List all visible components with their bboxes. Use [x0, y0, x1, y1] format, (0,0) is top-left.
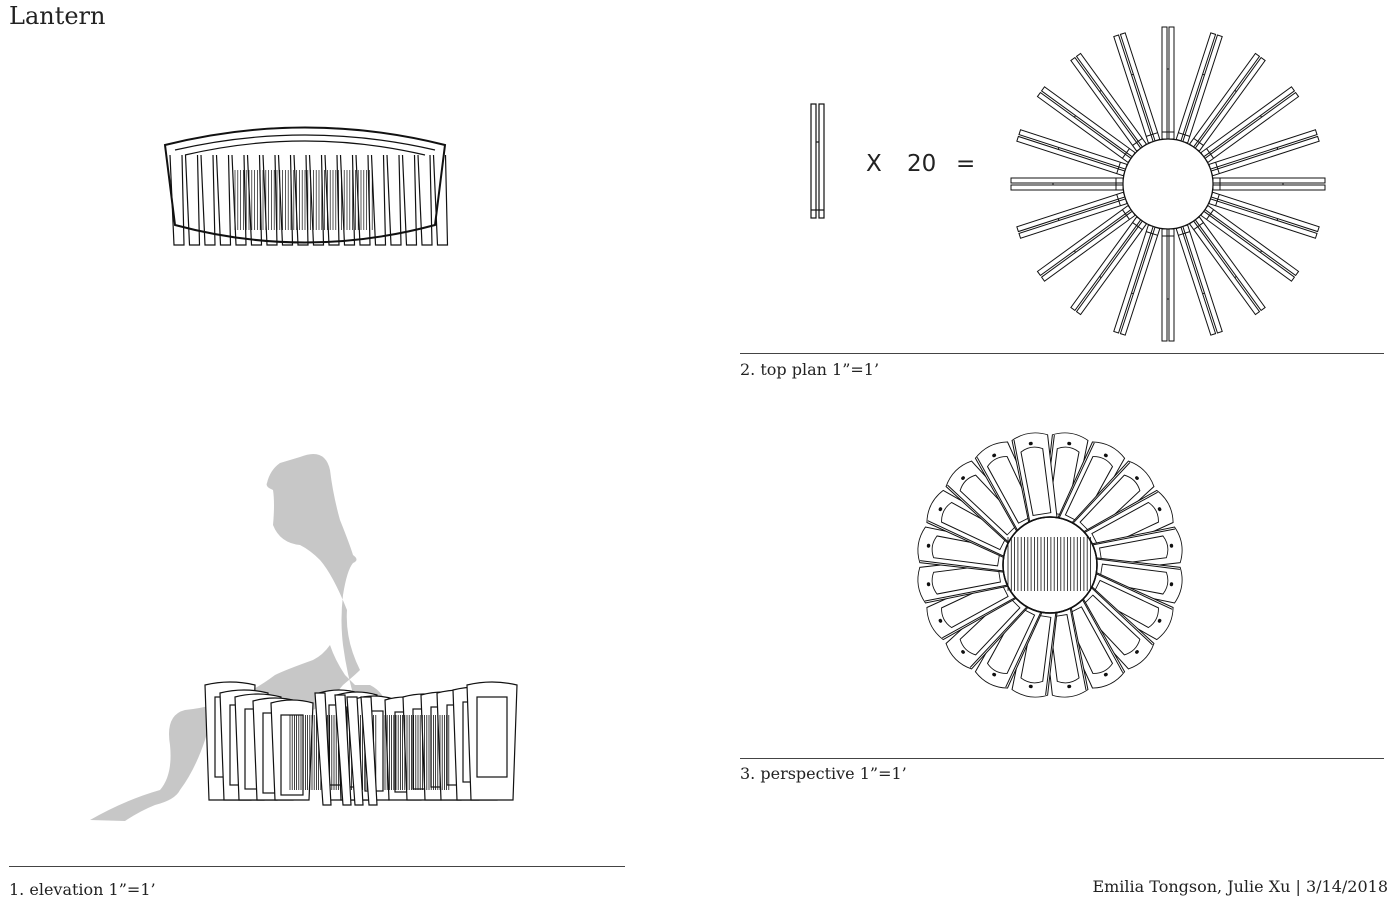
elevation-thumbnail-drawing [155, 115, 455, 265]
single-rib-plan [808, 102, 828, 222]
credits-line: Emilia Tongson, Julie Xu | 3/14/2018 [1092, 877, 1388, 896]
equals-sign: = [956, 151, 975, 177]
perspective-caption: 3. perspective 1”=1’ [740, 764, 907, 783]
top-plan-divider [740, 353, 1384, 354]
perspective-drawing [870, 415, 1230, 735]
elevation-divider [9, 866, 625, 867]
elevation-caption: 1. elevation 1”=1’ [9, 880, 156, 899]
rib-count: 20 [907, 151, 936, 177]
drawing-title: Lantern [9, 2, 105, 30]
top-plan-caption: 2. top plan 1”=1’ [740, 360, 879, 379]
perspective-divider [740, 758, 1384, 759]
top-plan-radial-drawing [1008, 24, 1328, 344]
multiply-sign: X [866, 151, 882, 177]
elevation-with-figure-drawing [85, 445, 525, 835]
